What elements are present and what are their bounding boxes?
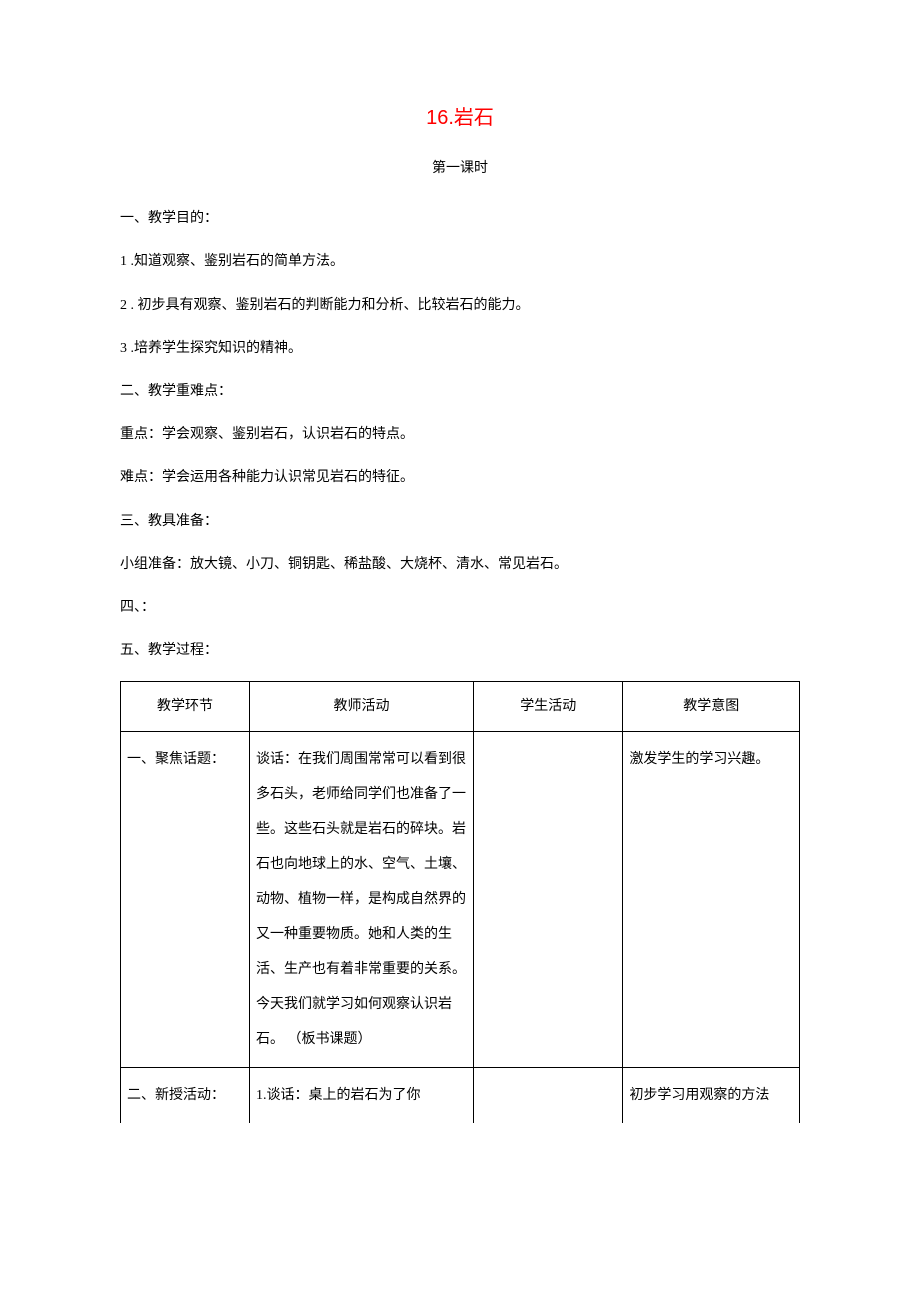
header-col1: 教学环节 (121, 682, 250, 732)
cell-r1c4: 激发学生的学习兴趣。 (623, 732, 800, 1068)
title-number: 16. (426, 107, 454, 129)
section-heading-2: 二、教学重难点： (120, 379, 800, 404)
section-text-focus: 重点：学会观察、鉴别岩石，认识岩石的特点。 (120, 422, 800, 447)
section-item-1: 1 .知道观察、鉴别岩石的简单方法。 (120, 249, 800, 274)
section-heading-4: 四、： (120, 595, 800, 620)
header-col3: 学生活动 (474, 682, 623, 732)
section-item-3: 3 .培养学生探究知识的精神。 (120, 336, 800, 361)
process-table: 教学环节 教师活动 学生活动 教学意图 一、聚焦话题： 谈话：在我们周围常常可以… (120, 681, 800, 1123)
table-row: 一、聚焦话题： 谈话：在我们周围常常可以看到很多石头，老师给同学们也准备了一些。… (121, 732, 800, 1068)
header-col4: 教学意图 (623, 682, 800, 732)
section-item-2: 2 . 初步具有观察、鉴别岩石的判断能力和分析、比较岩石的能力。 (120, 293, 800, 318)
document-title: 16.岩石 (120, 100, 800, 136)
subtitle: 第一课时 (120, 156, 800, 181)
table-row: 二、新授活动： 1.谈话：桌上的岩石为了你 初步学习用观察的方法 (121, 1068, 800, 1124)
section-heading-5: 五、教学过程： (120, 638, 800, 663)
cell-r2c1: 二、新授活动： (121, 1068, 250, 1124)
header-col2: 教师活动 (250, 682, 474, 732)
cell-r1c1: 一、聚焦话题： (121, 732, 250, 1068)
section-text-difficulty: 难点：学会运用各种能力认识常见岩石的特征。 (120, 465, 800, 490)
cell-r2c2: 1.谈话：桌上的岩石为了你 (250, 1068, 474, 1124)
cell-r1c2: 谈话：在我们周围常常可以看到很多石头，老师给同学们也准备了一些。这些石头就是岩石… (250, 732, 474, 1068)
table-header-row: 教学环节 教师活动 学生活动 教学意图 (121, 682, 800, 732)
cell-r2c4: 初步学习用观察的方法 (623, 1068, 800, 1124)
section-heading-1: 一、教学目的： (120, 206, 800, 231)
cell-r1c3 (474, 732, 623, 1068)
section-text-prep: 小组准备：放大镜、小刀、铜钥匙、稀盐酸、大烧杯、清水、常见岩石。 (120, 552, 800, 577)
section-heading-3: 三、教具准备： (120, 509, 800, 534)
cell-r2c3 (474, 1068, 623, 1124)
title-text: 岩石 (454, 107, 494, 129)
